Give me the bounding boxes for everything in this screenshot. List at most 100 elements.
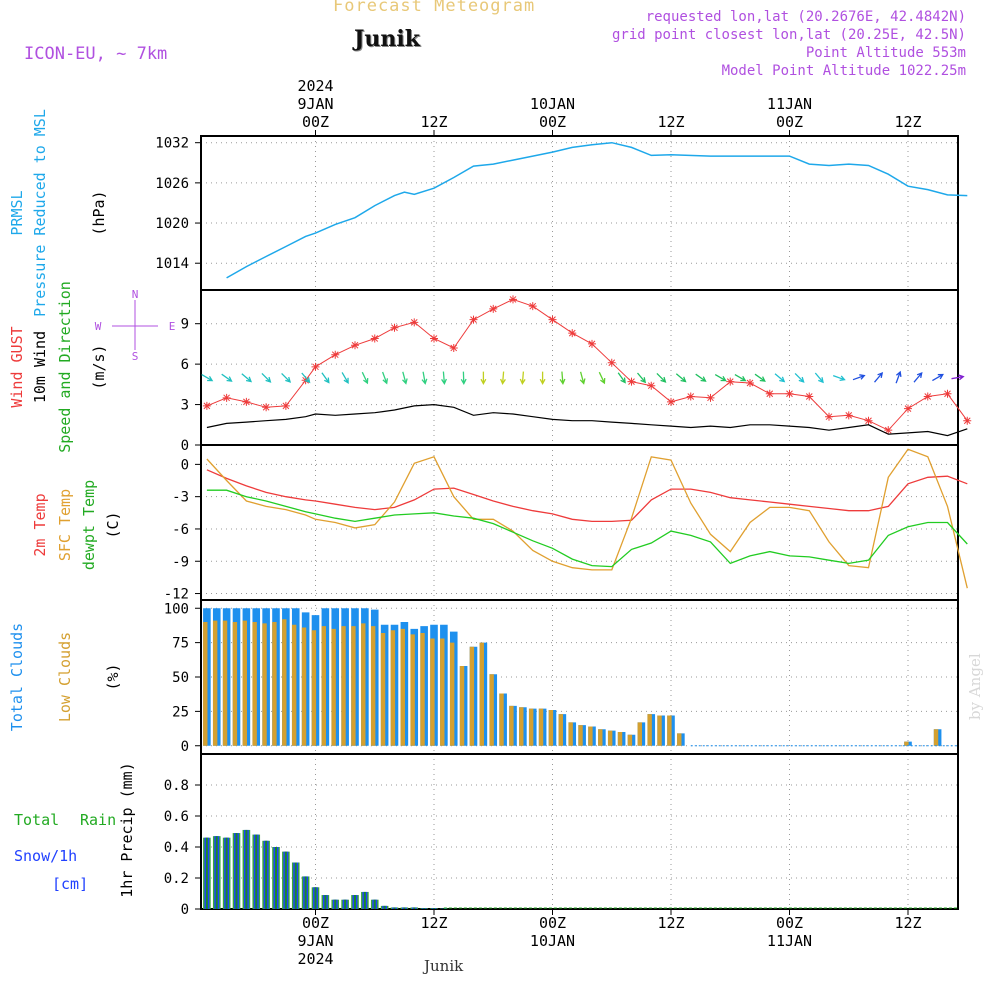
wind-direction-arrow [598, 371, 606, 385]
gust-point [923, 392, 932, 401]
temp-panel [195, 445, 958, 600]
gust-point [825, 412, 833, 421]
time-label-top: 00Z [302, 113, 329, 131]
low-cloud-bar [499, 693, 504, 746]
time-label-bottom: 12Z [657, 914, 684, 932]
low-cloud-bar [558, 714, 563, 746]
precip-rain-bar [304, 876, 307, 909]
wind-label: 10m Wind [31, 331, 49, 403]
precip-rain-bar [324, 895, 327, 909]
precip-cm-label: [cm] [52, 875, 88, 893]
precip-panel [195, 754, 958, 910]
location-title: Junik [354, 26, 420, 52]
time-label-bottom: 2024 [297, 950, 333, 968]
y-tick-label: 1026 [155, 176, 189, 192]
low-cloud-bar [489, 674, 494, 746]
precip-rain-bar [373, 899, 376, 909]
precip-rain-bar [393, 907, 396, 909]
low-cloud-bar [331, 628, 336, 746]
precip-rain-bar [344, 899, 347, 909]
gust-point [430, 334, 438, 343]
low-cloud-bar [528, 708, 534, 746]
y-tick-label: 100 [164, 601, 189, 617]
gust-point [331, 350, 340, 359]
gust-point [548, 315, 557, 324]
gust-point [509, 295, 517, 304]
pressure-frame [200, 135, 959, 291]
gust-point [726, 377, 735, 386]
low-cloud-bar [242, 620, 247, 746]
wind-direction-arrow [381, 371, 389, 385]
wind-direction-arrow [794, 372, 805, 383]
low-cloud-bar [578, 725, 583, 746]
wind-direction-arrow [656, 372, 667, 383]
gust-point [370, 334, 379, 343]
low-cloud-bar [667, 715, 672, 746]
t2m-label: 2m Temp [31, 493, 49, 556]
wind-direction-arrow [539, 371, 546, 385]
time-label-bottom: 12Z [894, 914, 921, 932]
compass-letter: W [95, 320, 102, 333]
gust-point [607, 358, 616, 367]
low-cloud-bar [341, 626, 346, 746]
wind-direction-arrow [579, 371, 586, 385]
low-cloud-bar [370, 626, 376, 746]
precip-frame [200, 753, 959, 910]
low-cloud-bar [351, 626, 356, 746]
compass-letter: S [132, 350, 139, 363]
wind-direction-arrow [241, 373, 253, 383]
wind-direction-arrow [519, 371, 526, 385]
requested-coords: requested lon,lat (20.2676E, 42.4842N) [645, 9, 966, 25]
gust-point [884, 426, 893, 435]
y-tick-label: 0 [181, 457, 189, 473]
gust-point [489, 304, 498, 313]
precip-rain-bar [423, 908, 426, 909]
y-tick-label: 1014 [155, 256, 189, 272]
time-label-top: 2024 [297, 77, 333, 95]
wind-direction-arrow [734, 374, 747, 382]
time-label-bottom: 10JAN [530, 932, 575, 950]
low-cloud-bar [203, 622, 208, 746]
precip-unit-label: 1hr Precip (mm) [118, 762, 136, 897]
wind-direction-arrow [617, 372, 626, 384]
gust-point [844, 411, 853, 420]
low-cloud-bar [449, 642, 455, 746]
low-cloud-bar [361, 623, 366, 746]
precip-rain-bar [284, 851, 287, 909]
wind-direction-arrow [951, 374, 965, 381]
low-cloud-bar [272, 622, 277, 746]
footer-location: Junik [424, 957, 464, 975]
wind-direction-arrow [695, 373, 707, 382]
gust-point [706, 393, 715, 402]
y-tick-label: 0.8 [164, 778, 189, 794]
wind-direction-arrow [754, 373, 766, 382]
wind-direction-arrow [321, 372, 330, 384]
pressure-panel [195, 136, 958, 290]
precip-rain-bar [383, 905, 386, 909]
wind-direction-arrow [874, 371, 884, 383]
wind-direction-arrow [301, 372, 311, 384]
gust-point [943, 389, 952, 398]
time-label-top: 11JAN [767, 95, 812, 113]
low-cloud-bar [677, 733, 682, 746]
y-tick-label: 9 [181, 317, 189, 333]
wind-direction-arrow [460, 371, 467, 385]
gust-point [963, 416, 972, 425]
wind-direction-arrow [201, 374, 214, 382]
wind-direction-arrow [500, 371, 506, 385]
gust-point [904, 404, 912, 413]
time-label-top: 00Z [539, 113, 566, 131]
low-cloud-bar [509, 705, 514, 746]
low-cloud-bar [222, 620, 228, 746]
low-cloud-bar [637, 722, 642, 746]
time-label-bottom: 00Z [539, 914, 566, 932]
low-cloud-bar [400, 628, 405, 746]
compass-rose: N S W E [95, 288, 176, 363]
wind-direction-arrow [913, 371, 923, 383]
gust-point [390, 323, 399, 332]
wind-direction-label: Speed and Direction [56, 281, 74, 453]
low-cloud-bar [232, 622, 238, 746]
y-tick-label: 75 [172, 636, 189, 652]
gust-point [528, 302, 537, 311]
